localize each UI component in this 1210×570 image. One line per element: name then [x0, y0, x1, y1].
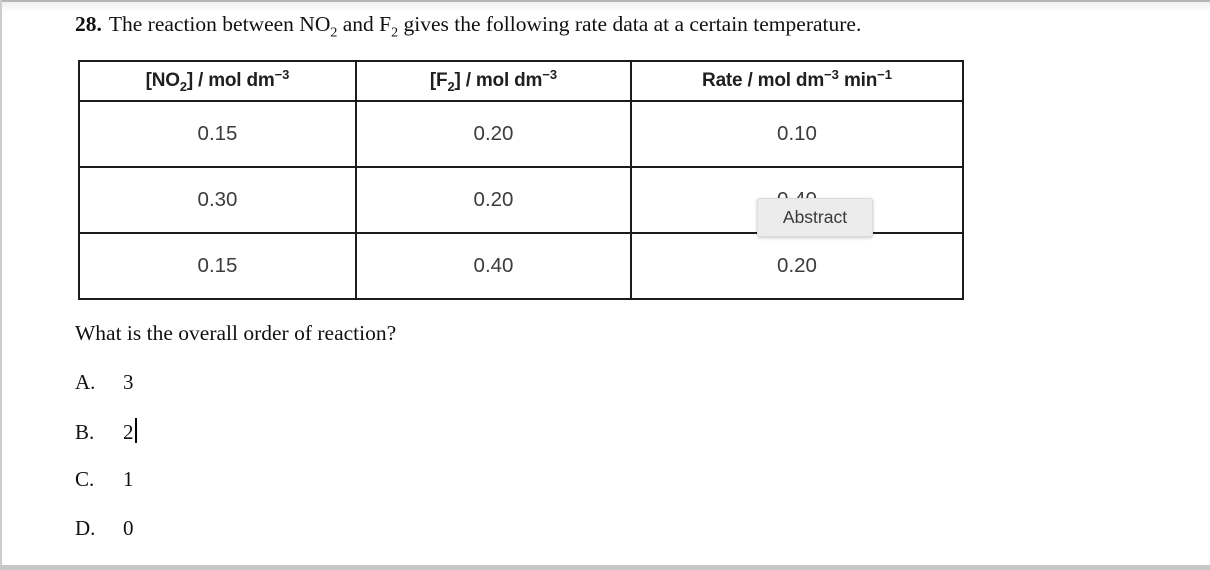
question-prompt[interactable]: What is the overall order of reaction?: [75, 321, 397, 345]
option-a[interactable]: A. 3: [75, 370, 134, 395]
abstract-tooltip-label: Abstract: [782, 207, 848, 227]
window-top-edge: [0, 0, 1210, 2]
cell-f2-r1[interactable]: 0.20: [355, 100, 632, 168]
rate-data-table: [NO2] / mol dm−3 [F2] / mol dm−3 Rate / …: [78, 60, 964, 300]
option-d-letter: D.: [75, 516, 96, 540]
option-c[interactable]: C. 1: [75, 467, 134, 492]
option-c-value: 1: [123, 467, 134, 491]
header-rate[interactable]: Rate / mol dm−3 min−1: [630, 60, 964, 102]
table-row: 0.15 0.20 0.10: [78, 100, 964, 168]
header-f2-concentration[interactable]: [F2] / mol dm−3: [355, 60, 632, 102]
option-c-letter: C.: [75, 467, 95, 491]
abstract-tooltip: Abstract: [757, 198, 873, 237]
window-bottom-edge: [0, 565, 1210, 570]
table-row: 0.30 0.20 0.40: [78, 166, 964, 234]
window-top-shadow: [0, 2, 1210, 12]
option-b-letter: B.: [75, 420, 95, 444]
header-no2-concentration[interactable]: [NO2] / mol dm−3: [78, 60, 357, 102]
cell-no2-r1[interactable]: 0.15: [78, 100, 357, 168]
question-title[interactable]: 28. The reaction between NO2 and F2 gives…: [75, 12, 862, 41]
cell-no2-r3[interactable]: 0.15: [78, 232, 357, 300]
text-cursor: [134, 418, 137, 443]
option-a-letter: A.: [75, 370, 96, 394]
option-b-value: 2: [123, 420, 134, 444]
cell-f2-r3[interactable]: 0.40: [355, 232, 632, 300]
cell-rate-r3[interactable]: 0.20: [630, 232, 964, 300]
cell-no2-r2[interactable]: 0.30: [78, 166, 357, 234]
option-d[interactable]: D. 0: [75, 516, 134, 541]
table-header-row: [NO2] / mol dm−3 [F2] / mol dm−3 Rate / …: [78, 60, 964, 102]
option-d-value: 0: [123, 516, 134, 540]
cell-rate-r1[interactable]: 0.10: [630, 100, 964, 168]
option-a-value: 3: [123, 370, 134, 394]
window-left-edge: [0, 0, 2, 570]
question-number: 28.: [75, 12, 102, 36]
option-b[interactable]: B. 2: [75, 418, 137, 445]
cell-f2-r2[interactable]: 0.20: [355, 166, 632, 234]
table-row: 0.15 0.40 0.20: [78, 232, 964, 300]
